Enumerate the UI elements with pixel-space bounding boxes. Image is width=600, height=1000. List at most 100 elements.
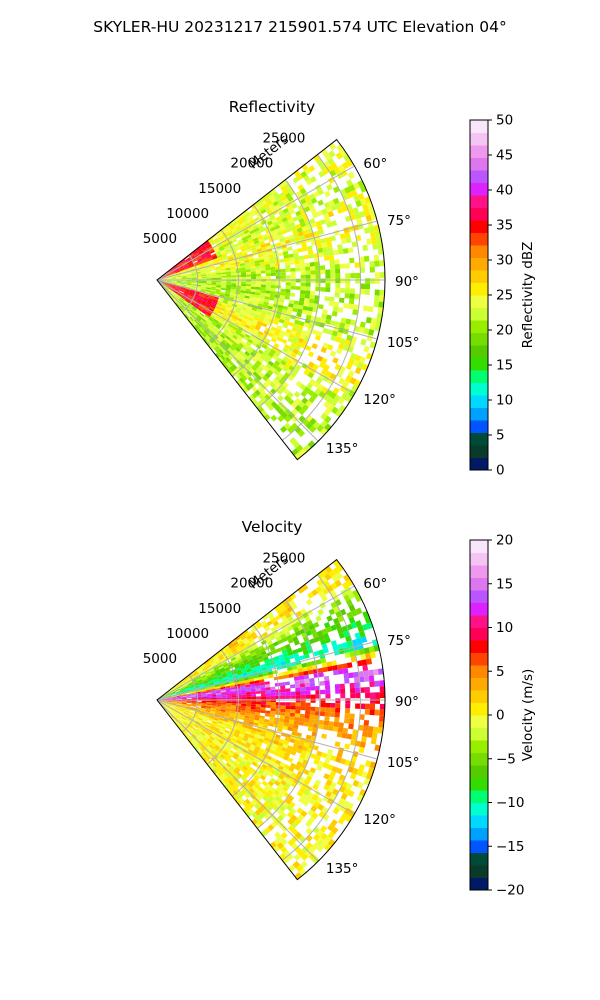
- radar-cell: [265, 684, 271, 688]
- radar-cell: [190, 289, 196, 292]
- radar-cell: [242, 807, 249, 814]
- radar-cell: [325, 693, 331, 699]
- radar-cell: [205, 289, 211, 293]
- radar-cell: [222, 674, 228, 678]
- radar-cell: [256, 232, 262, 238]
- radar-cell: [164, 286, 169, 290]
- radar-cell: [171, 292, 176, 297]
- radar-cell: [279, 315, 286, 321]
- colorbar-swatch: [470, 802, 488, 816]
- radar-cell: [229, 716, 235, 720]
- radar-cell: [365, 278, 371, 284]
- radar-cell: [184, 688, 190, 691]
- radar-cell: [211, 674, 217, 679]
- radar-cell: [227, 774, 233, 781]
- radar-cell: [284, 332, 291, 338]
- radar-cell: [219, 727, 226, 732]
- radar-cell: [181, 702, 187, 704]
- radar-cell: [173, 291, 178, 295]
- radar-cell: [215, 266, 221, 269]
- radar-cell: [200, 303, 206, 307]
- radar-cell: [264, 338, 271, 344]
- radar-cell: [201, 285, 207, 288]
- radar-cell: [364, 709, 370, 715]
- radar-cell: [252, 739, 259, 744]
- radar-cell: [293, 676, 300, 681]
- radar-cell: [283, 618, 290, 625]
- colorbar-swatch: [470, 852, 488, 866]
- radar-cell: [310, 222, 317, 229]
- radar-cell: [174, 269, 180, 272]
- radar-cell: [176, 282, 182, 284]
- radar-cell: [240, 285, 246, 289]
- radar-cell: [222, 663, 229, 668]
- radar-cell: [300, 278, 306, 283]
- range-ring: [181, 674, 199, 733]
- radar-cell: [296, 227, 303, 233]
- radar-cell: [184, 676, 190, 681]
- radar-cell: [174, 708, 180, 712]
- radar-cell: [214, 727, 220, 731]
- radar-cell: [212, 320, 218, 325]
- radar-cell: [164, 706, 169, 710]
- radar-cell: [246, 214, 253, 220]
- radar-cell: [295, 286, 301, 290]
- radar-cell: [283, 764, 291, 770]
- range-ring: [206, 649, 239, 765]
- radar-cell: [165, 691, 170, 695]
- radar-cell: [300, 290, 306, 295]
- radar-cell: [233, 769, 239, 775]
- radar-cell: [212, 719, 218, 723]
- radar-cell: [294, 817, 302, 825]
- radar-cell: [172, 291, 178, 295]
- radar-cell: [229, 262, 235, 266]
- radar-cell: [270, 266, 276, 271]
- radar-cell: [282, 652, 289, 658]
- radar-cell: [170, 286, 175, 290]
- radar-cell: [261, 246, 267, 251]
- radar-cell: [220, 287, 226, 291]
- radar-cell: [176, 721, 181, 727]
- radar-cell: [248, 239, 254, 244]
- radar-cell: [245, 384, 252, 391]
- range-tick-label: 15000: [198, 601, 241, 617]
- radar-cell: [184, 685, 189, 689]
- colorbar-swatch: [470, 420, 488, 433]
- radar-cell: [257, 393, 265, 400]
- radar-cell: [190, 270, 196, 273]
- radar-cell: [274, 780, 281, 787]
- radar-cell: [183, 683, 188, 687]
- radar-cell: [301, 397, 309, 405]
- radar-cell: [230, 707, 236, 710]
- radar-cell: [307, 440, 316, 449]
- radar-cell: [161, 695, 167, 699]
- radar-cell: [304, 298, 310, 303]
- radar-cell: [186, 259, 192, 263]
- radar-cell: [316, 210, 323, 217]
- radar-cell: [298, 401, 306, 409]
- radar-cell: [290, 371, 297, 378]
- radar-cell: [275, 748, 282, 754]
- radar-cell: [213, 679, 219, 683]
- radar-cell: [181, 701, 187, 703]
- radar-cell: [254, 620, 261, 627]
- radar-cell: [262, 252, 269, 257]
- radar-cell: [323, 720, 330, 726]
- radar-cell: [309, 682, 315, 687]
- radar-cell: [252, 634, 258, 640]
- radar-cell: [218, 356, 224, 362]
- radar-cell: [230, 269, 236, 272]
- radar-cell: [206, 278, 212, 280]
- colorbar-tick-label: −10: [496, 795, 525, 811]
- radar-cell: [300, 698, 306, 703]
- radar-cell: [224, 293, 230, 297]
- radar-cell: [343, 630, 350, 638]
- radar-cell: [225, 356, 231, 363]
- radar-cell: [258, 253, 264, 258]
- radar-cell: [280, 240, 286, 246]
- radar-cell: [343, 574, 351, 582]
- radar-cell: [166, 711, 171, 715]
- radar-cell: [291, 821, 299, 829]
- radar-cell: [347, 370, 355, 378]
- radar-cell: [365, 317, 372, 324]
